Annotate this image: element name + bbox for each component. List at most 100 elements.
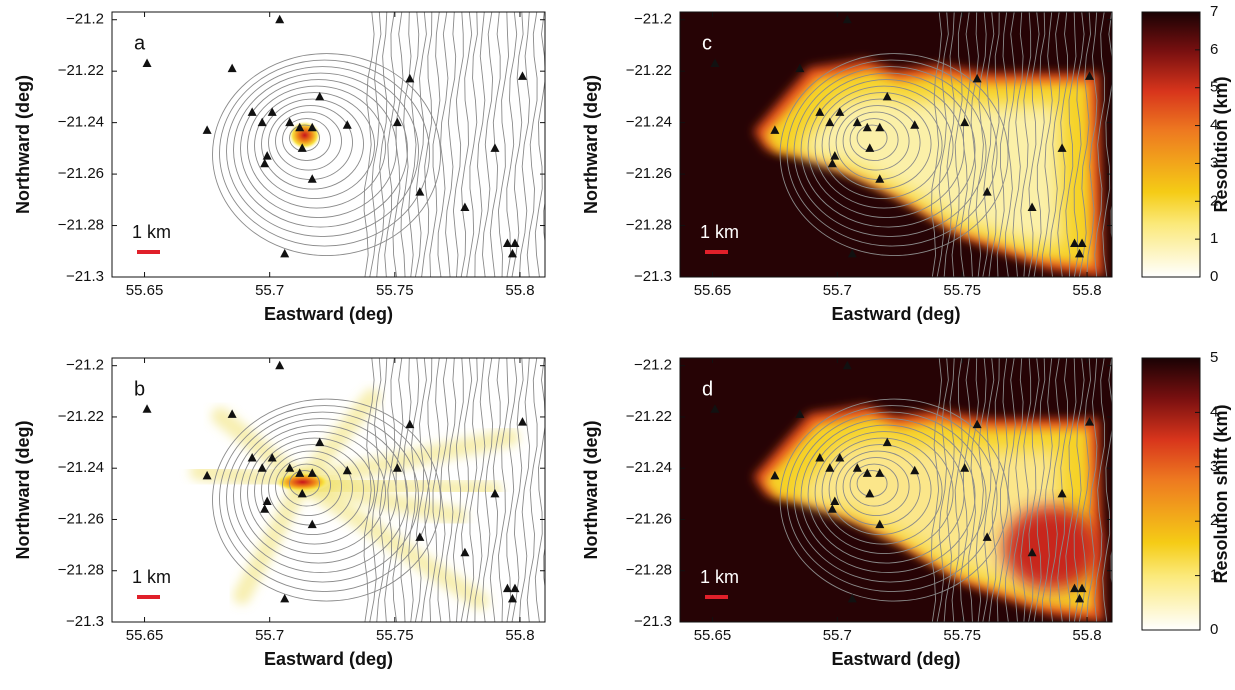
contour [814, 85, 954, 209]
contour [1049, 358, 1061, 622]
contour [959, 12, 971, 277]
contour [1094, 358, 1105, 622]
contour [1020, 12, 1032, 277]
y-tick-label: −21.26 [58, 510, 104, 527]
contour [551, 12, 561, 277]
y-axis-label: Northward (deg) [581, 75, 601, 214]
contour [384, 12, 396, 277]
y-tick-label: −21.24 [626, 459, 672, 476]
x-tick-label: 55.8 [505, 282, 534, 299]
contour [369, 12, 382, 277]
station [510, 583, 520, 593]
contour [506, 12, 518, 277]
station [825, 463, 835, 472]
colorbar [1141, 357, 1201, 631]
station [267, 107, 277, 116]
contour [466, 358, 478, 622]
station [842, 360, 852, 370]
contour [526, 12, 538, 277]
colorbar-tick-label: 6 [1210, 41, 1218, 58]
contour [779, 398, 1009, 602]
colorbar-tick-label: 0 [1210, 621, 1218, 638]
scale-label: 1 km [700, 222, 739, 242]
station [770, 470, 780, 480]
station [490, 143, 500, 152]
scale-label: 1 km [700, 567, 739, 587]
station [1085, 71, 1095, 80]
contour [466, 12, 478, 277]
x-tick-label: 55.65 [694, 282, 732, 299]
colorbar-tick-label: 0 [1210, 268, 1218, 285]
contour [452, 358, 464, 622]
contour [1073, 358, 1085, 622]
contour [400, 358, 412, 622]
resolution-field [274, 472, 331, 493]
contour [261, 444, 364, 536]
contour [931, 358, 942, 622]
contour [460, 358, 473, 622]
station [835, 107, 845, 116]
y-tick-label: −21.28 [58, 217, 104, 234]
axes-frame [679, 11, 1113, 278]
colorbar-tick-label: 5 [1210, 349, 1218, 366]
colorbar-tick-label: 4 [1210, 403, 1218, 420]
map-panel [680, 12, 1129, 277]
contour [534, 358, 545, 622]
contour [967, 358, 979, 622]
contour [1073, 12, 1085, 277]
resolution-field [293, 473, 468, 526]
contour [821, 92, 943, 200]
station [882, 91, 892, 101]
x-tick-label: 55.8 [1072, 627, 1101, 644]
y-tick-label: −21.24 [58, 114, 104, 131]
station [307, 519, 317, 529]
axes-frame [111, 357, 546, 623]
colorbar-tick-label: 3 [1210, 154, 1218, 171]
contour [474, 12, 486, 277]
contour [526, 358, 538, 622]
y-tick-label: −21.28 [626, 217, 672, 234]
contour [842, 111, 910, 171]
contour [943, 358, 955, 622]
contour [275, 457, 342, 517]
y-axis-label: Northward (deg) [581, 421, 601, 560]
station [972, 73, 982, 83]
colorbar [1141, 11, 1201, 278]
x-tick-label: 55.65 [694, 627, 732, 644]
contour [363, 358, 375, 622]
contour [1033, 358, 1046, 622]
x-axis-label: Eastward (deg) [264, 304, 393, 324]
station [307, 174, 317, 183]
y-tick-label: −21.22 [626, 62, 672, 79]
x-tick-label: 55.7 [255, 282, 284, 299]
station [875, 174, 885, 183]
station [1057, 143, 1067, 152]
station [847, 593, 857, 603]
contour [254, 92, 375, 200]
colorbar-tick-label: 1 [1210, 567, 1218, 584]
station [507, 593, 517, 603]
station [460, 202, 470, 212]
contour [982, 12, 995, 277]
station [295, 122, 305, 132]
contour [996, 12, 1008, 277]
y-tick-label: −21.2 [66, 11, 104, 28]
station [770, 125, 780, 134]
station [1075, 248, 1085, 258]
contour [996, 358, 1008, 622]
station [297, 488, 307, 498]
station [825, 117, 835, 127]
contour [988, 12, 1000, 277]
colorbar-tick-label: 5 [1210, 79, 1218, 96]
contour [400, 12, 412, 277]
contour [1119, 12, 1129, 277]
contour [212, 53, 441, 257]
contour [1110, 202, 1112, 242]
panel-letter: a [134, 32, 146, 54]
contour [233, 418, 408, 574]
station [1070, 583, 1080, 593]
station [827, 504, 837, 513]
contour [1028, 12, 1040, 277]
y-tick-label: −21.28 [58, 562, 104, 579]
station [460, 547, 470, 557]
